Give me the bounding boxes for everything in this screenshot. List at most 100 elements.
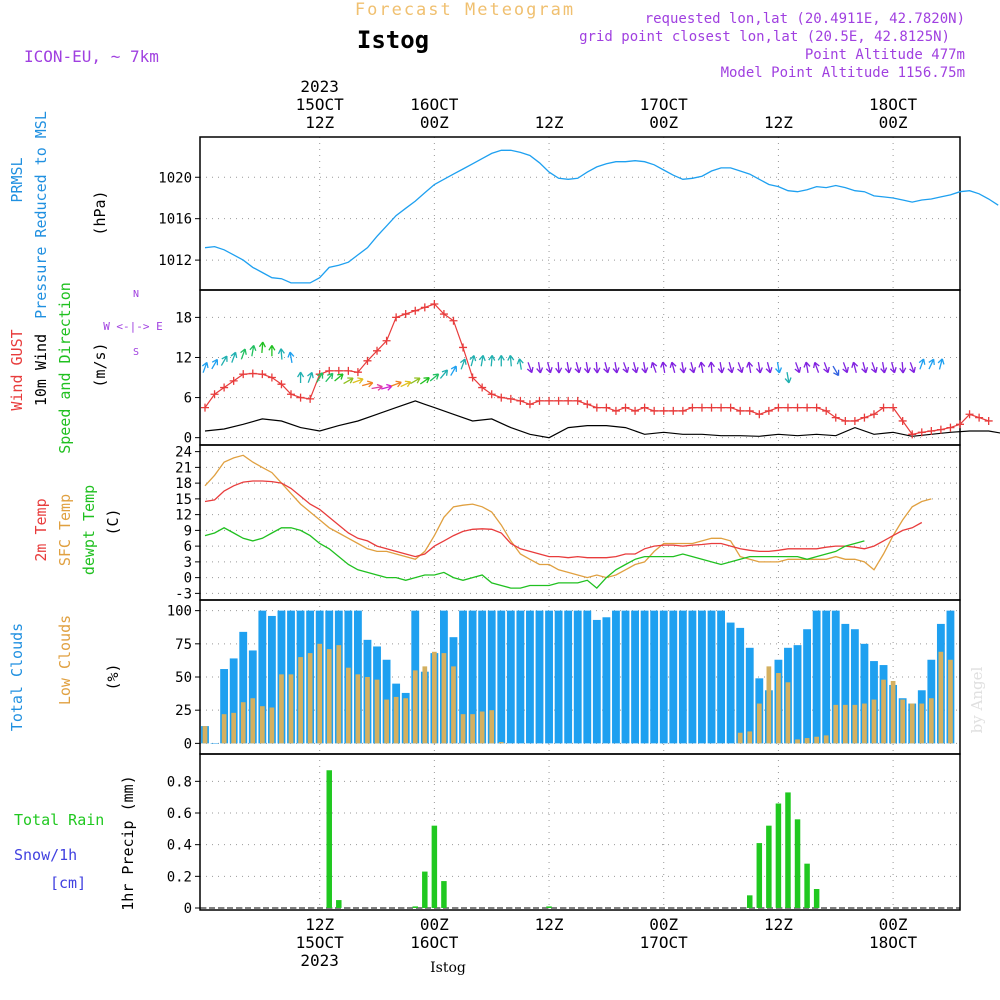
gust-marker <box>583 400 592 409</box>
wind-arrow <box>842 362 849 374</box>
gust-marker <box>497 393 506 402</box>
wind-arrow <box>429 373 440 382</box>
wind-arrow <box>334 373 344 382</box>
gust-label: Wind GUST <box>8 329 26 410</box>
gust-marker <box>592 403 601 412</box>
wind-arrow <box>870 362 878 374</box>
gust-marker <box>869 410 878 419</box>
prmsl-label: PRMSL <box>8 157 26 202</box>
dewpoint-label: dewpt Temp <box>80 485 98 575</box>
gust-marker <box>525 400 534 409</box>
wind-arrow <box>775 361 783 374</box>
gust-marker <box>659 406 668 415</box>
wind-arrow <box>297 371 305 384</box>
wind-arrow <box>784 371 792 384</box>
y-tick-label: 100 <box>167 604 192 620</box>
wind-arrow <box>390 380 402 388</box>
gust-marker <box>841 416 850 425</box>
gust-marker <box>439 310 448 319</box>
gust-marker <box>783 403 792 412</box>
low-cloud-bar <box>871 699 877 744</box>
low-cloud-bar <box>336 645 342 744</box>
total-cloud-bar <box>545 610 553 744</box>
total-cloud-bar <box>736 627 745 744</box>
gust-marker <box>975 413 984 422</box>
low-cloud-bar <box>403 698 409 744</box>
low-cloud-bar <box>747 731 753 744</box>
total-cloud-bar <box>239 631 248 744</box>
time-label-top: 12Z <box>764 113 793 132</box>
y-tick-label: 0.8 <box>167 774 192 790</box>
gust-marker <box>468 373 477 382</box>
y-tick-label: 3 <box>184 555 192 571</box>
low-cloud-bar <box>814 736 819 744</box>
wind-arrow <box>419 377 430 385</box>
y-tick-label: 9 <box>184 523 192 539</box>
gust-marker <box>449 316 458 325</box>
gust-marker <box>554 396 563 405</box>
low-cloud-bar <box>919 703 925 744</box>
requested-coords: requested lon,lat (20.4911E, 42.7820N) <box>645 11 965 27</box>
panel-frame <box>199 753 961 911</box>
time-label-top: 18OCT <box>869 95 918 114</box>
wind-arrow <box>603 362 611 374</box>
low-cloud-bar <box>842 704 848 744</box>
sfc-temp-line <box>204 454 932 579</box>
clouds-unit: (%) <box>104 663 122 690</box>
gust-marker <box>373 346 382 355</box>
total-cloud-bar <box>248 650 257 744</box>
gust-marker <box>879 403 888 412</box>
watermark: by Angel <box>968 666 986 733</box>
time-label-bottom: 18OCT <box>869 933 918 952</box>
gust-marker <box>793 403 802 412</box>
total-cloud-bar <box>793 645 802 744</box>
rain-bar <box>775 803 782 908</box>
time-label-bottom: 12Z <box>535 915 564 934</box>
total-cloud-bar <box>554 610 563 744</box>
gust-marker <box>850 416 859 425</box>
time-label-bottom: 00Z <box>879 915 908 934</box>
total-cloud-bar <box>707 610 716 744</box>
low-cloud-bar <box>365 677 370 744</box>
pressure-line <box>204 149 999 284</box>
gust-marker <box>822 406 831 415</box>
total-cloud-bar <box>526 610 534 744</box>
y-tick-label: 75 <box>175 637 192 653</box>
point-altitude: Point Altitude 477m <box>805 47 965 63</box>
low-cloud-bar <box>489 710 495 744</box>
gridpoint-coords: grid point closest lon,lat (20.5E, 42.81… <box>579 29 950 45</box>
gust-marker <box>602 403 611 412</box>
y-tick-label: 18 <box>175 476 192 492</box>
gust-marker <box>678 406 687 415</box>
gust-marker <box>812 403 821 412</box>
time-label-bottom: 15OCT <box>296 933 345 952</box>
speed-direction-label: Speed and Direction <box>56 282 74 454</box>
total-rain-label: Total Rain <box>14 811 104 829</box>
wind-arrow <box>450 365 457 376</box>
wind-arrow <box>794 362 802 374</box>
low-cloud-bar <box>766 666 772 744</box>
wind-arrow <box>316 372 324 383</box>
low-cloud-bar <box>498 742 504 744</box>
low-cloud-bar <box>422 666 428 744</box>
compass-rose: N W <-|-> E S <box>103 289 163 358</box>
gust-marker <box>726 403 735 412</box>
wind-arrow <box>669 361 677 373</box>
sfc-temp-label: SFC Temp <box>56 494 74 566</box>
low-cloud-bar <box>833 704 839 744</box>
gust-marker <box>229 376 238 385</box>
wind-arrow <box>478 354 486 367</box>
low-cloud-bar <box>785 682 791 744</box>
low-cloud-bar <box>795 739 800 744</box>
rain-bar <box>747 895 753 908</box>
y-tick-label: 1012 <box>158 253 192 269</box>
compass-ew: W <-|-> E <box>103 320 163 333</box>
low-cloud-bar <box>948 659 953 744</box>
gust-marker <box>478 383 487 392</box>
low-cloud-bar <box>823 735 829 744</box>
y-tick-label: 21 <box>175 460 192 476</box>
low-cloud-bar <box>298 657 303 744</box>
time-label-bottom: 12Z <box>764 915 793 934</box>
total-cloud-bar <box>535 610 544 744</box>
wind-arrow <box>899 361 907 374</box>
